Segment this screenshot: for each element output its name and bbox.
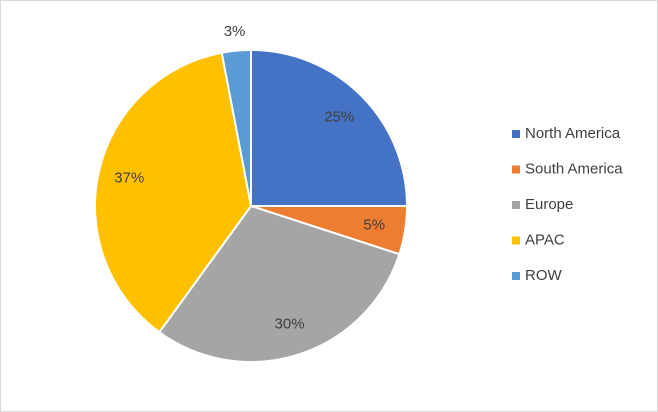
legend-label: ROW (525, 267, 563, 284)
data-label: 25% (324, 109, 354, 126)
pie-slice (157, 204, 401, 363)
legend-label: Europe (525, 196, 573, 213)
legend-swatch (512, 165, 520, 174)
data-label: 30% (275, 316, 305, 333)
legend-label: North America (525, 125, 621, 142)
pie-slice (220, 48, 252, 207)
data-label: 5% (363, 216, 385, 233)
legend-label: APAC (525, 231, 565, 248)
pie-slice (94, 51, 253, 334)
legend-swatch (512, 130, 520, 138)
data-label: 37% (114, 170, 144, 187)
data-label: 3% (224, 23, 246, 40)
legend-label: South America (525, 160, 623, 177)
legend-swatch (512, 201, 520, 209)
legend-swatch (512, 272, 520, 280)
legend-swatch (512, 236, 520, 245)
pie-slice (250, 48, 409, 207)
